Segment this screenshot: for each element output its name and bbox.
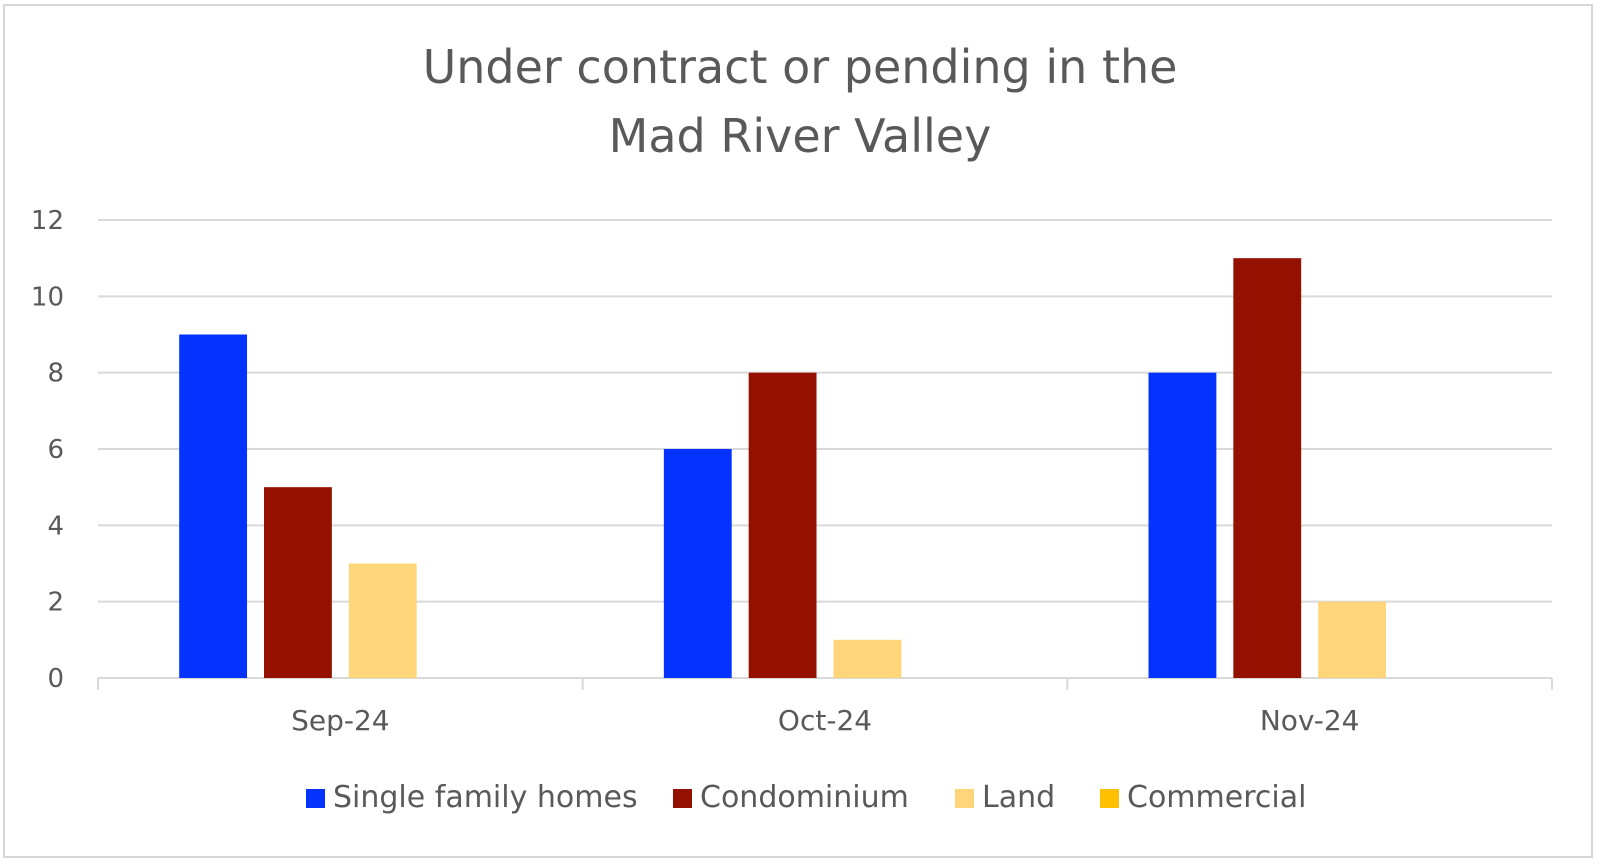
legend-label-commercial: Commercial (1127, 780, 1307, 815)
chart-legend: Single family homes Condominium Land Com… (0, 778, 1600, 818)
legend-swatch-land (955, 788, 974, 808)
y-tick-label-6: 6 (47, 435, 64, 465)
legend-item-single-family-homes: Single family homes (306, 778, 638, 818)
y-tick-label-8: 8 (47, 359, 64, 389)
bar-single-family-homes-nov-24 (1148, 372, 1217, 678)
legend-item-condominium: Condominium (673, 778, 909, 818)
x-tick-label-nov-24: Nov-24 (1260, 704, 1360, 737)
legend-swatch-single-family-homes (306, 788, 325, 808)
y-tick-label-10: 10 (31, 282, 64, 312)
y-tick-label-12: 12 (31, 206, 64, 236)
legend-item-land: Land (955, 778, 1055, 818)
y-tick-label-4: 4 (47, 511, 64, 541)
bar-land-nov-24 (1318, 601, 1387, 678)
legend-swatch-commercial (1100, 788, 1119, 808)
legend-label-land: Land (982, 780, 1056, 815)
legend-item-commercial: Commercial (1100, 778, 1306, 818)
legend-label-single-family-homes: Single family homes (333, 780, 638, 815)
bar-single-family-homes-oct-24 (663, 449, 732, 678)
bar-land-sep-24 (348, 563, 417, 678)
chart-title-line-1: Under contract or pending in the (422, 40, 1178, 94)
bar-single-family-homes-sep-24 (179, 334, 248, 678)
y-tick-label-2: 2 (47, 588, 64, 618)
bar-condominium-sep-24 (263, 487, 332, 678)
bar-condominium-oct-24 (748, 372, 817, 678)
bar-land-oct-24 (833, 639, 902, 678)
chart-title-line-2: Mad River Valley (608, 109, 992, 163)
legend-label-condominium: Condominium (700, 780, 909, 815)
legend-swatch-condominium (673, 788, 692, 808)
x-tick-label-oct-24: Oct-24 (778, 704, 872, 737)
bar-condominium-nov-24 (1233, 258, 1302, 678)
y-tick-label-0: 0 (47, 664, 64, 694)
x-tick-label-sep-24: Sep-24 (291, 704, 390, 737)
